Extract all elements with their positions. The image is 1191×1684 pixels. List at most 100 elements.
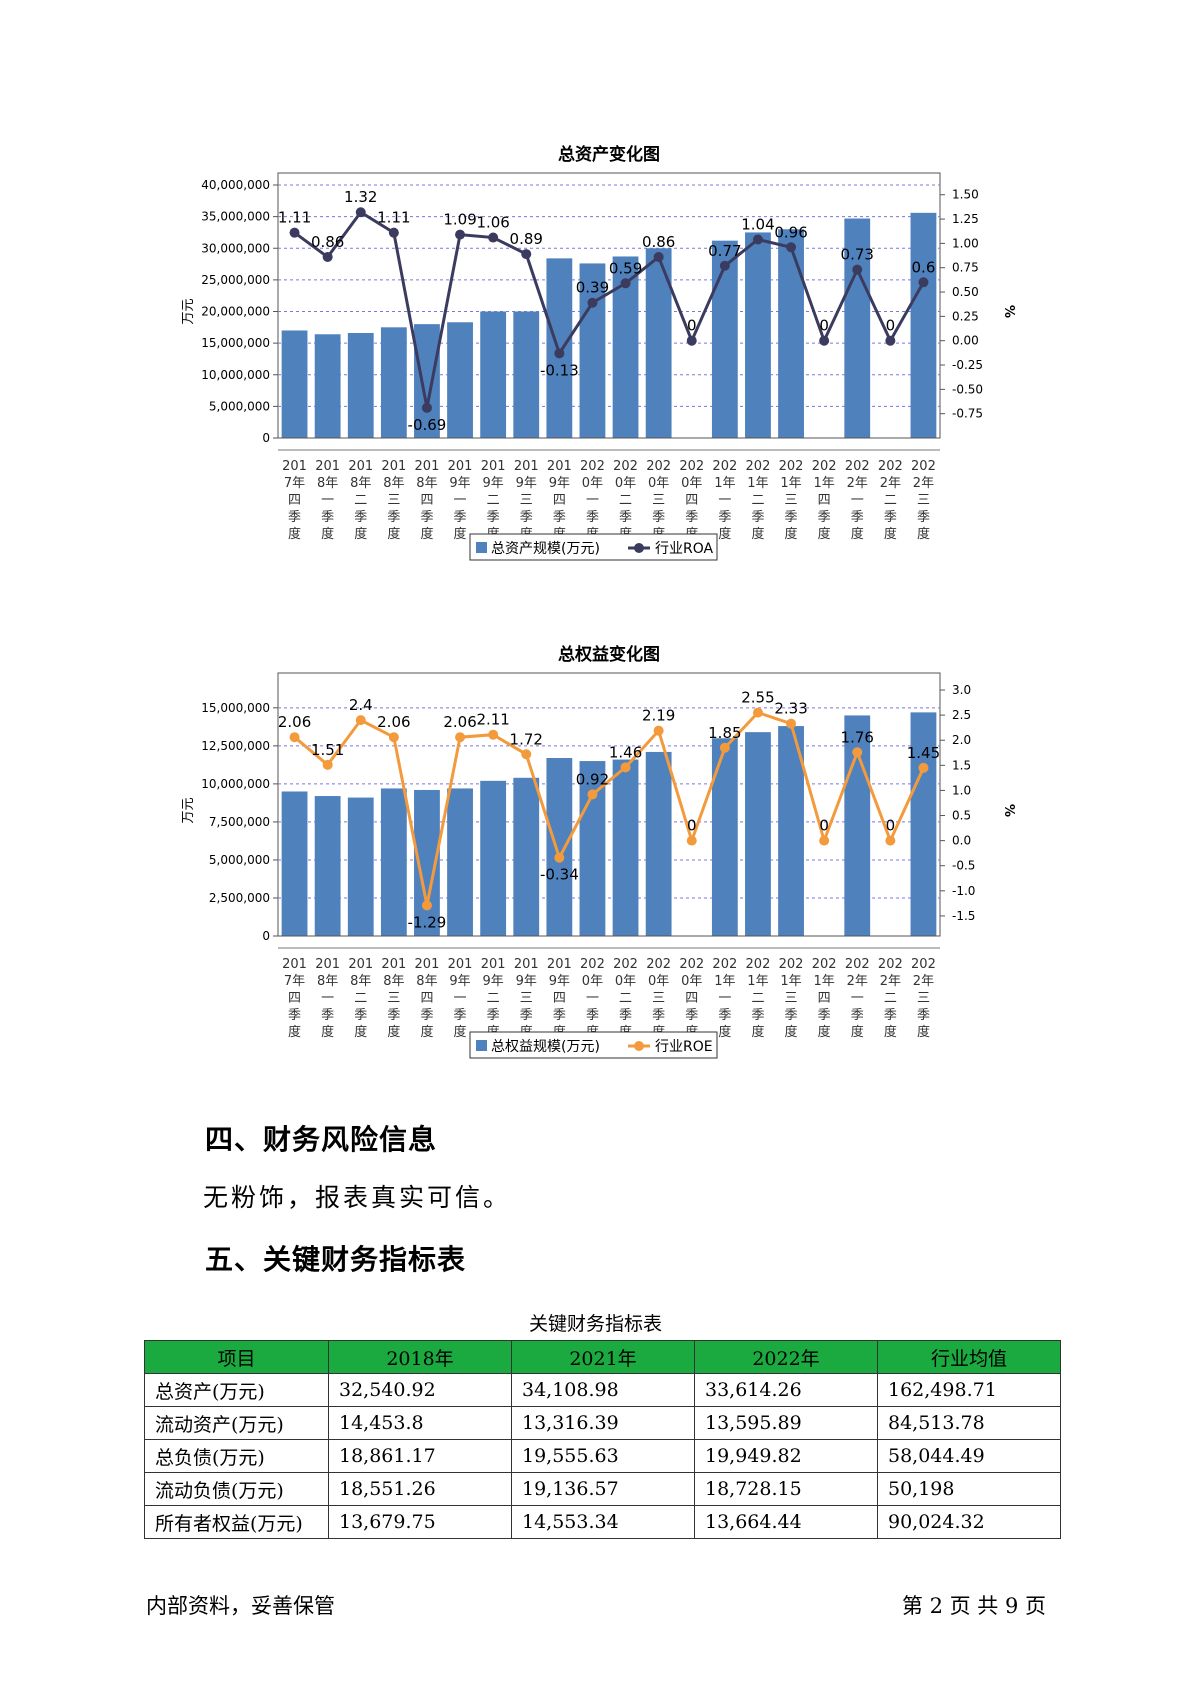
header-cell: 2021年 xyxy=(511,1340,695,1374)
table-cell: 32,540.92 xyxy=(328,1373,512,1407)
x-tick-label: 2019年二季度 xyxy=(481,459,506,542)
series-point xyxy=(421,402,432,413)
y-tick-label: 5,000,000 xyxy=(209,399,270,413)
series-point xyxy=(421,900,432,911)
series-point xyxy=(918,277,929,288)
table-cell: 流动负债(万元) xyxy=(144,1472,329,1506)
series-point xyxy=(554,852,565,863)
data-label: 1.11 xyxy=(377,209,410,227)
table-cell: 90,024.32 xyxy=(877,1505,1061,1539)
bar xyxy=(844,218,871,438)
x-tick-label: 2020年四季度 xyxy=(679,459,704,542)
bar xyxy=(711,738,738,936)
legend-swatch-bar xyxy=(476,542,487,553)
footer-page-number: 第 2 页 共 9 页 xyxy=(901,1594,1046,1618)
x-tick-label: 202 1年一季度 xyxy=(712,957,737,1040)
series-point xyxy=(322,759,333,770)
x-tick-label: 201 9年一季度 xyxy=(448,459,473,542)
data-label: 1.72 xyxy=(510,730,543,748)
data-label: 2.33 xyxy=(774,700,807,718)
total-assets-chart: 总资产变化图 0 5,000,000 10,000,000 15,000,000 20,0… xyxy=(0,130,1191,600)
y-axis-label: 万元 xyxy=(181,298,196,324)
x-tick-label: 201 8年二季度 xyxy=(348,459,373,542)
data-label: 2.19 xyxy=(642,707,675,725)
bar xyxy=(778,229,804,438)
data-label: 1.76 xyxy=(841,728,874,746)
series-point xyxy=(686,835,697,846)
bar xyxy=(745,232,771,438)
series-point xyxy=(653,725,664,736)
series-point xyxy=(322,252,333,263)
bar xyxy=(314,334,341,438)
data-label: 0 xyxy=(687,317,697,335)
table-cell: 19,949.82 xyxy=(694,1439,878,1473)
legend-label-bar: 总资产规模(万元) xyxy=(491,541,600,557)
legend-swatch-point xyxy=(634,1041,644,1051)
table-row: 总负债(万元) 18,861.17 19,555.63 19,949.82 58… xyxy=(144,1439,1061,1473)
x-tick-label: 2019年二季度 xyxy=(481,957,506,1040)
table-cell: 13,316.39 xyxy=(511,1406,695,1440)
y-axis-label: 万元 xyxy=(181,797,196,823)
y-tick-label: 20,000,000 xyxy=(201,305,270,319)
table-row: 总资产(万元) 32,540.92 34,108.98 33,614.26 16… xyxy=(144,1373,1061,1407)
x-tick-label: 202 1年三季度 xyxy=(779,957,804,1040)
y-tick-label: 25,000,000 xyxy=(201,273,270,287)
table-row: 流动负债(万元) 18,551.26 19,136.57 18,728.15 5… xyxy=(144,1472,1061,1506)
data-label: 0.92 xyxy=(576,770,609,788)
header-cell: 项目 xyxy=(144,1340,329,1374)
y2-tick-label: 1.00 xyxy=(952,236,979,250)
series-point xyxy=(786,718,797,729)
data-label: 1.06 xyxy=(476,214,509,232)
x-tick-label: 201 7年四季度 xyxy=(282,957,307,1040)
x-tick-label: 2019年四季度 xyxy=(547,459,572,542)
bar xyxy=(910,212,937,438)
y2-axis-label: % xyxy=(1001,305,1016,318)
data-label: -0.13 xyxy=(540,361,579,379)
key-financial-table: 项目 2018年 2021年 2022年 行业均值 总资产(万元) 32,540… xyxy=(144,1340,1061,1539)
data-label: 2.06 xyxy=(443,713,476,731)
y-tick-label: 12,500,000 xyxy=(201,739,270,753)
x-tick-label: 2020年四季度 xyxy=(679,957,704,1040)
data-label: 1.85 xyxy=(708,724,741,742)
data-label: 0.39 xyxy=(576,279,609,297)
chart-title: 总权益变化图 xyxy=(558,644,660,665)
data-label: 2.06 xyxy=(278,713,311,731)
x-tick-label: 201 8年四季度 xyxy=(415,459,440,542)
x-tick-label: 202 1年二季度 xyxy=(746,957,771,1040)
x-tick-label: 201 8年三季度 xyxy=(381,957,406,1040)
section5-heading: 五、关键财务指标表 xyxy=(205,1243,467,1276)
data-label: 1.45 xyxy=(907,744,940,762)
series-point xyxy=(355,715,366,726)
data-label: 0.96 xyxy=(774,223,807,241)
table-cell: 162,498.71 xyxy=(877,1373,1061,1407)
data-label: 1.04 xyxy=(741,215,774,233)
x-tick-label: 2019年四季度 xyxy=(547,957,572,1040)
data-label: 2.55 xyxy=(741,689,774,707)
data-label: 0.86 xyxy=(642,233,675,251)
bar xyxy=(778,726,804,936)
bar xyxy=(447,322,473,438)
series-point xyxy=(852,264,863,275)
bar xyxy=(579,263,606,438)
data-label: 1.32 xyxy=(344,188,377,206)
series-point xyxy=(620,762,631,773)
bar xyxy=(281,791,308,936)
section4-heading: 四、财务风险信息 xyxy=(205,1123,438,1156)
y-tick-label: 15,000,000 xyxy=(201,336,270,350)
x-tick-label: 201 7年四季度 xyxy=(282,459,307,542)
data-label: 0 xyxy=(886,817,896,835)
table-cell: 34,108.98 xyxy=(511,1373,695,1407)
x-tick-label: 202 2年三季度 xyxy=(911,957,936,1040)
series-point xyxy=(355,207,366,218)
x-tick-label: 202 1年一季度 xyxy=(712,459,737,542)
table-cell: 14,453.8 xyxy=(328,1406,512,1440)
y-tick-label: 5,000,000 xyxy=(209,853,270,867)
series-point xyxy=(852,747,863,758)
data-label: 0.59 xyxy=(609,259,642,277)
table-cell: 13,595.89 xyxy=(694,1406,878,1440)
series-point xyxy=(620,278,631,289)
table-caption: 关键财务指标表 xyxy=(528,1313,662,1335)
data-label: 1.11 xyxy=(278,209,311,227)
header-cell: 2022年 xyxy=(694,1340,878,1374)
chart-svg: 总权益变化图 0 2,500,000 5,000,000 7,500,000 10,000… xyxy=(181,644,1016,1059)
